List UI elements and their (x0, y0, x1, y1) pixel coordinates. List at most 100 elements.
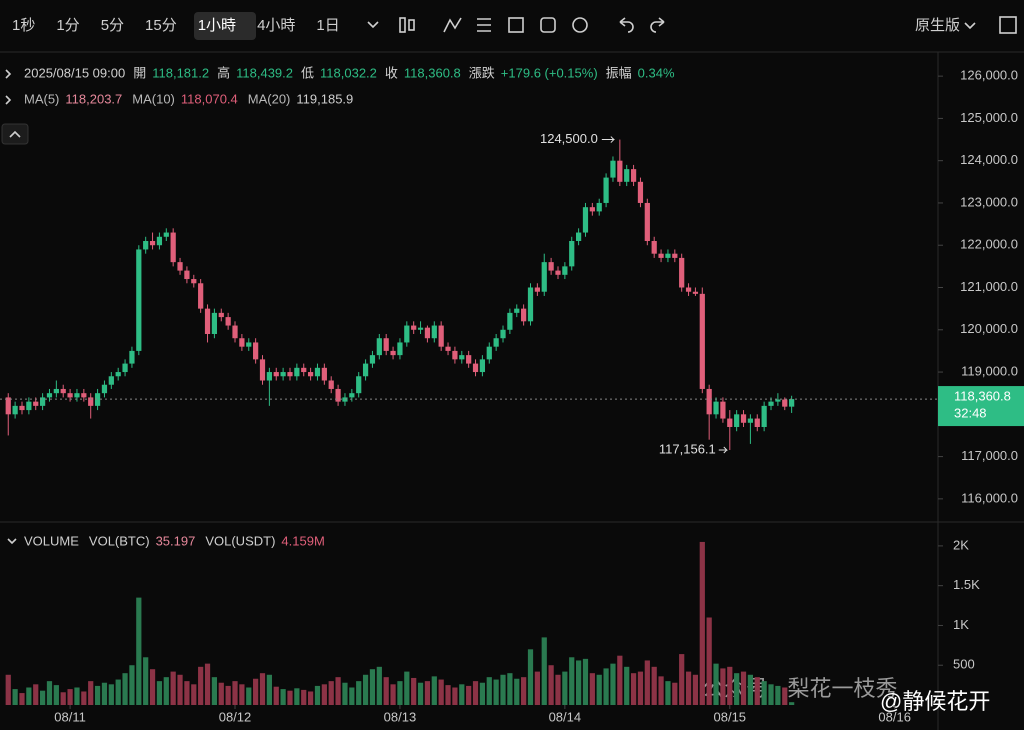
collapse-button[interactable] (1, 123, 29, 145)
volume-bar (445, 685, 451, 705)
candle-body (53, 388, 59, 394)
interval-button[interactable]: 1秒 (12, 17, 35, 34)
candle-body (335, 388, 341, 402)
candle-body (685, 287, 692, 292)
legend-text: VOL(USDT) (205, 533, 275, 548)
volume-bar (672, 682, 678, 705)
list-icon[interactable] (477, 18, 491, 32)
volume-bar (589, 673, 595, 705)
legend-text: 2025/08/15 09:00 (24, 65, 125, 80)
volume-bar (527, 649, 534, 705)
x-tick-label: 08/15 (714, 709, 747, 724)
volume-bar (218, 682, 224, 705)
volume-bar (754, 677, 760, 705)
redo-icon[interactable] (650, 17, 665, 33)
low-label: 117,156.1 (659, 441, 716, 456)
interval-button[interactable]: 1日 (316, 17, 339, 34)
volume-bar (521, 677, 527, 705)
legend-text: 118,439.2 (236, 65, 293, 80)
settings-icon[interactable] (572, 17, 588, 33)
volume-bar (699, 541, 705, 705)
volume-bar (761, 681, 767, 705)
capture-icon[interactable] (540, 17, 556, 33)
volume-bar (266, 674, 272, 705)
volume-bar (259, 673, 266, 705)
volume-bar (335, 677, 341, 705)
volume-bar (679, 654, 685, 705)
volume-bar (349, 687, 355, 705)
candle-body (369, 355, 376, 364)
volume-bar (417, 682, 424, 705)
legend-text: +179.6 (+0.15%) (501, 65, 598, 80)
candle-body (596, 202, 602, 212)
candle-body (204, 308, 211, 334)
y-tick-label: 121,000.0 (960, 279, 1018, 294)
candle-body (156, 236, 163, 246)
volume-bar (424, 681, 431, 705)
volume-bar (74, 687, 80, 705)
y-tick-label: 116,000.0 (961, 490, 1018, 505)
undo-icon[interactable] (619, 17, 634, 33)
x-tick-label: 08/11 (54, 709, 86, 724)
legend-text: MA(5) (24, 91, 59, 106)
volume-bar (610, 663, 616, 705)
candle-body (149, 241, 156, 246)
candle-body (94, 393, 101, 406)
candle-body (211, 312, 218, 334)
volume-bar (459, 684, 465, 705)
candle-body (452, 350, 458, 360)
volume-bar (768, 684, 774, 705)
candle-body (26, 401, 32, 411)
candle-body (624, 169, 630, 182)
indicator-icon[interactable] (399, 17, 415, 33)
candle-body (507, 312, 513, 330)
interval-button[interactable]: 15分 (145, 17, 177, 34)
interval-button[interactable]: 1小時 (198, 17, 236, 34)
x-tick-label: 08/12 (219, 709, 252, 724)
fullscreen-icon[interactable] (999, 16, 1017, 34)
interval-button[interactable]: 1分 (56, 17, 79, 34)
volume-bar (53, 685, 59, 705)
candle-body (562, 266, 568, 275)
candle-body (122, 363, 128, 373)
interval-button[interactable]: 5分 (101, 17, 124, 34)
volume-bar (115, 679, 121, 705)
watermark: @静候花开 (880, 689, 990, 714)
candle-body (12, 405, 18, 415)
volume-bar (514, 678, 520, 705)
candle-body (349, 393, 355, 398)
high-label: 124,500.0 (540, 131, 598, 146)
legend-text: 振幅 (606, 65, 632, 80)
volume-bar (720, 668, 726, 705)
version-switch[interactable]: 原生版 (915, 17, 960, 34)
candle-body (129, 350, 135, 364)
candle-body (472, 363, 479, 373)
draw-icon[interactable] (443, 17, 462, 33)
candle-body (438, 325, 444, 347)
candle-body (658, 253, 664, 258)
version-dropdown[interactable] (964, 22, 976, 30)
volume-bar (658, 676, 664, 705)
volume-bar (740, 671, 747, 705)
volume-bar (493, 679, 499, 705)
candle-body (170, 232, 176, 263)
candle-body (101, 384, 108, 394)
interval-button[interactable]: 4小時 (257, 17, 295, 34)
candle-body (287, 372, 293, 377)
candle-body (184, 270, 190, 280)
volume-bar (33, 684, 39, 705)
volume-bar (637, 671, 644, 705)
candle-body (328, 380, 334, 389)
candle-body (136, 249, 142, 351)
legend-text: 4.159M (281, 533, 324, 548)
interval-dropdown[interactable] (367, 21, 379, 29)
candle-body (603, 177, 609, 203)
candle-body (761, 405, 767, 427)
high-arrow (601, 136, 616, 143)
volume-bar (67, 689, 73, 705)
volume-bar (582, 658, 589, 705)
template-icon[interactable] (508, 17, 524, 33)
volume-bar (472, 681, 479, 705)
volume-bar (170, 671, 176, 705)
